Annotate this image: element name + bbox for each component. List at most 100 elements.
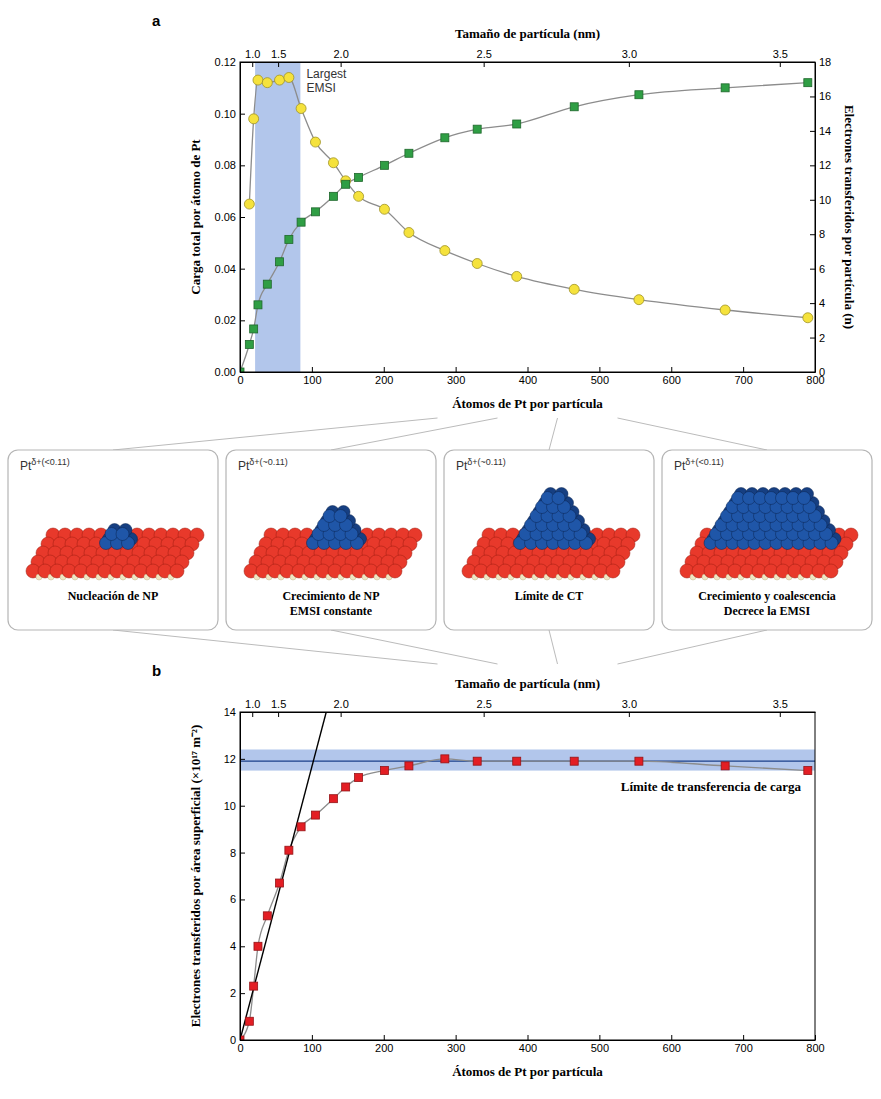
y2-axis: 024681012141618 (810, 56, 831, 378)
x2-tick-mark (278, 712, 279, 717)
y-tick-mark (240, 165, 245, 166)
y-tick-mark (240, 62, 245, 63)
x-tick-label: 400 (519, 374, 537, 386)
support-atom (606, 564, 620, 578)
pt-atom (798, 492, 811, 505)
y2-tick: 16 (810, 90, 831, 102)
x2-axis: 1.01.52.02.53.03.5 (241, 48, 816, 67)
point (310, 137, 320, 147)
connecting-line (240, 759, 808, 1040)
x-tick-mark (671, 1035, 672, 1040)
y-tick-label: 8 (230, 847, 236, 859)
point (405, 762, 413, 770)
x-tick-label: 0 (237, 1042, 243, 1054)
y2-tick-label: 12 (819, 159, 831, 171)
y-tick-label: 0.10 (215, 108, 236, 120)
x2-tick-mark (252, 712, 253, 717)
y-tick: 14 (224, 706, 245, 718)
y-tick-label: 0.00 (215, 366, 236, 378)
y-tick-mark (240, 853, 245, 854)
connector (331, 418, 498, 450)
y-axis-line (240, 713, 241, 1041)
x2-tick-label: 1.5 (271, 48, 286, 60)
connector (549, 630, 558, 664)
y2-tick-mark (810, 62, 815, 63)
point (721, 84, 729, 92)
x2-tick-label: 2.5 (477, 48, 492, 60)
x2-tick: 2.0 (333, 48, 348, 67)
y2-tick: 8 (810, 228, 825, 240)
x2-tick: 3.0 (622, 698, 637, 717)
y2-tick: 10 (810, 194, 831, 206)
y-tick-mark (240, 320, 245, 321)
y-tick: 0.10 (215, 108, 245, 120)
point (254, 942, 262, 950)
point (276, 879, 284, 887)
y-tick-mark (240, 114, 245, 115)
x-tick-mark (384, 1035, 385, 1040)
y-tick-label: 0.02 (215, 314, 236, 326)
x-tick-mark (528, 367, 529, 372)
y-tick: 0.00 (215, 366, 245, 378)
x2-tick: 2.5 (477, 698, 492, 717)
diagram-panel: Ptδ+(~0.11)Crecimiento de NPEMSI constan… (226, 450, 436, 630)
point (296, 104, 306, 114)
y-tick-mark (240, 1040, 245, 1041)
charge-superscript: δ+(~0.11) (467, 457, 505, 467)
point (275, 75, 285, 85)
point (354, 191, 364, 201)
y2-tick-label: 6 (819, 263, 825, 275)
plot-frame (240, 712, 815, 1040)
connecting-line (249, 78, 807, 318)
y2-axis-line (815, 63, 816, 373)
panel-box (662, 450, 872, 630)
point (720, 305, 730, 315)
y2-tick: 14 (810, 125, 831, 137)
x-tick-label: 600 (663, 374, 681, 386)
plot-area (240, 62, 813, 372)
x-tick: 600 (663, 367, 681, 386)
x-tick-label: 300 (447, 1042, 465, 1054)
point (311, 208, 319, 216)
y2-tick-label: 4 (819, 297, 825, 309)
point (297, 218, 305, 226)
x-tick-label: 100 (303, 374, 321, 386)
y-tick-label: 10 (224, 800, 236, 812)
x2-axis: 1.01.52.02.53.03.5 (241, 698, 816, 717)
panel-charge-label: Ptδ+(~0.11) (456, 457, 506, 473)
point (404, 228, 414, 238)
point (405, 149, 413, 157)
y-tick-label: 2 (230, 987, 236, 999)
y2-tick-mark (810, 131, 815, 132)
panel-caption: Crecimiento de NP (282, 589, 379, 603)
point (342, 180, 350, 188)
point (803, 313, 813, 323)
x-tick: 700 (734, 1035, 752, 1054)
y-tick: 12 (224, 753, 245, 765)
point (441, 134, 449, 142)
y2-tick-label: 2 (819, 332, 825, 344)
y-tick-label: 0.12 (215, 56, 236, 68)
y2-tick: 0 (810, 366, 825, 378)
x-tick-label: 600 (663, 1042, 681, 1054)
y-tick-mark (240, 899, 245, 900)
x-tick: 500 (591, 1035, 609, 1054)
x2-tick: 1.5 (271, 48, 286, 67)
point (635, 91, 643, 99)
x-tick-mark (599, 1035, 600, 1040)
y-tick: 4 (230, 940, 245, 952)
point (329, 192, 337, 200)
point (473, 757, 481, 765)
x2-tick: 2.5 (477, 48, 492, 67)
y2-tick: 2 (810, 332, 825, 344)
y-tick-label: 4 (230, 940, 236, 952)
x-tick-mark (456, 1035, 457, 1040)
x2-tick-label: 3.0 (622, 48, 637, 60)
support-atom (388, 564, 402, 578)
y-axis-title: Carga total por átomo de Pt (188, 139, 203, 295)
shaded-band (255, 62, 300, 372)
x2-tick-label: 1.0 (245, 48, 260, 60)
point (253, 75, 263, 85)
pt-atom (552, 492, 565, 505)
point (311, 811, 319, 819)
